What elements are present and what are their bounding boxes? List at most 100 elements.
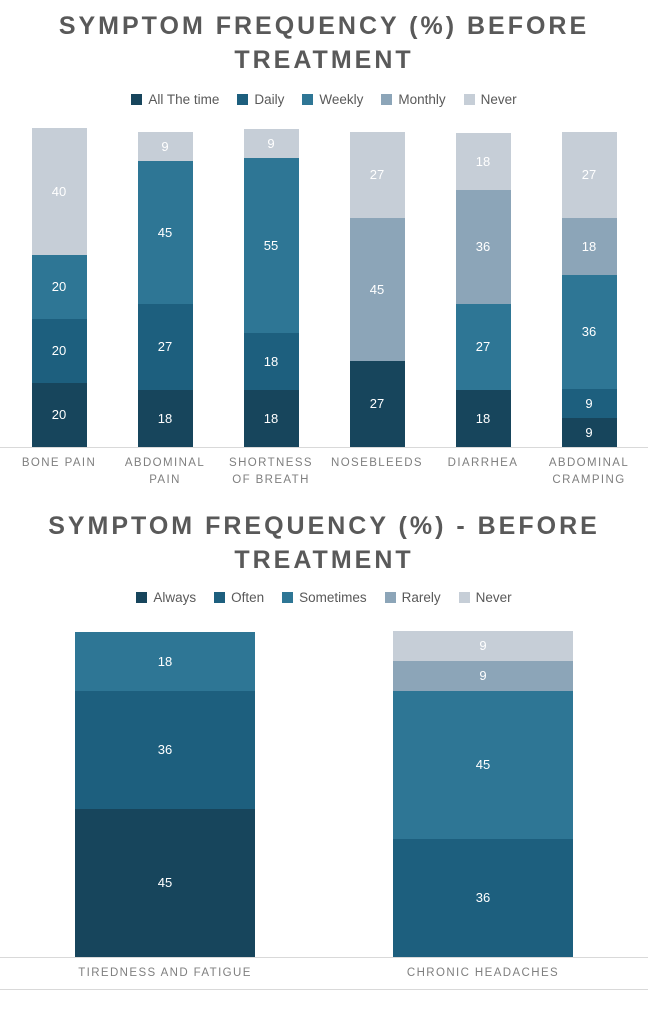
data-label: 9 (267, 135, 275, 151)
stacked-bar: 20 20 20 40 (31, 127, 87, 447)
legend-item: Monthly (381, 91, 446, 107)
legend-swatch-icon (131, 93, 143, 105)
stacked-bar: 18 18 55 9 (243, 128, 299, 447)
bar-column: 18 27 45 9 (112, 129, 218, 447)
legend-item: Daily (237, 92, 284, 107)
chart-title: SYMPTOM FREQUENCY (%) BEFORE TREATMENT (58, 12, 590, 74)
data-label: 18 (263, 410, 279, 426)
data-label: 45 (157, 875, 173, 891)
legend-swatch-icon (384, 591, 396, 603)
data-label: 18 (581, 238, 597, 254)
bar-segment: 20 (31, 382, 87, 447)
bar-segment: 9 (561, 388, 617, 418)
x-axis-line (0, 446, 648, 448)
bar-column: 9 9 36 18 27 (536, 129, 642, 447)
stacked-bar: 18 27 45 9 (137, 131, 193, 447)
data-label: 20 (51, 407, 67, 422)
bar-segment: 20 (31, 254, 87, 319)
stacked-bar: 18 27 36 18 (455, 132, 511, 447)
legend-label: Never (480, 91, 517, 107)
bar-segment: 45 (393, 690, 573, 839)
bar-segment: 36 (75, 690, 255, 809)
legend-label: Sometimes (299, 589, 367, 605)
legend-item: Sometimes (282, 590, 367, 605)
bar-segment: 18 (243, 389, 299, 447)
data-label: 9 (479, 668, 487, 684)
legend-swatch-icon (214, 591, 226, 603)
legend-item: Always (136, 590, 196, 605)
bar-column: 18 18 55 9 (218, 128, 324, 447)
category-label: NOSEBLEEDS (331, 456, 423, 469)
bar-segment: 18 (455, 389, 511, 447)
legend-label: Rarely (401, 589, 441, 605)
data-label: 18 (157, 410, 173, 426)
category-label: BONE PAIN (21, 456, 97, 469)
plot-area: 45 36 18 36 45 9 9 (0, 629, 648, 957)
chart-symptom-frequency-before-treatment-2: SYMPTOM FREQUENCY (%) - BEFORE TREATMENT… (0, 510, 648, 991)
stacked-bar: 9 9 36 18 27 (561, 131, 617, 447)
category-label: SHORTNESS OF BREATH (229, 456, 313, 487)
bar-segment: 18 (243, 332, 299, 390)
legend-swatch-icon (463, 93, 475, 105)
chart-bottom-border (0, 989, 648, 991)
bar-segment: 9 (137, 131, 193, 161)
bar-segment: 36 (393, 838, 573, 957)
legend-swatch-icon (302, 93, 314, 105)
category-label: TIREDNESS AND FATIGUE (78, 966, 252, 979)
data-label: 18 (263, 353, 279, 369)
category-label: ABDOMINAL CRAMPING (548, 456, 630, 487)
legend-label: Always (153, 589, 197, 605)
data-label: 45 (157, 224, 173, 240)
data-label: 9 (585, 395, 593, 411)
bar-segment: 36 (561, 274, 617, 389)
data-label: 45 (475, 757, 491, 773)
legend-item: Never (458, 589, 512, 605)
x-axis-line (0, 956, 648, 958)
legend-label: Monthly (398, 91, 446, 107)
legend-label: Often (231, 589, 265, 605)
data-label: 20 (51, 279, 67, 294)
legend-item: Rarely (384, 589, 441, 605)
legend-label: Weekly (319, 91, 364, 107)
legend-label: Daily (254, 91, 285, 107)
category-axis: BONE PAIN ABDOMINAL PAIN SHORTNESS OF BREA… (0, 448, 648, 491)
data-label: 27 (475, 339, 491, 354)
data-label: 36 (157, 742, 173, 758)
legend-item: Often (214, 590, 264, 605)
bar-column: 27 45 27 (324, 129, 430, 447)
data-label: 27 (157, 339, 173, 354)
data-label: 36 (475, 239, 491, 254)
chart-title: SYMPTOM FREQUENCY (%) - BEFORE TREATMENT (48, 512, 600, 574)
category-label: CHRONIC HEADACHES (406, 966, 560, 979)
legend-swatch-icon (237, 93, 249, 105)
bar-segment: 9 (393, 660, 573, 691)
bar-segment: 18 (137, 389, 193, 447)
legend-swatch-icon (282, 591, 294, 603)
legend-item: Never (463, 91, 517, 107)
bar-segment: 9 (561, 417, 617, 447)
bar-segment: 27 (349, 131, 405, 218)
bar-segment: 45 (349, 217, 405, 361)
legend-item: Weekly (302, 92, 363, 107)
data-label: 27 (369, 396, 385, 411)
bar-column: 36 45 9 9 (324, 629, 642, 957)
data-label: 27 (581, 167, 597, 182)
bar-segment: 45 (75, 808, 255, 957)
data-label: 9 (585, 424, 593, 440)
data-label: 18 (475, 153, 491, 169)
bar-segment: 18 (75, 631, 255, 691)
bar-segment: 27 (137, 303, 193, 390)
category-axis: TIREDNESS AND FATIGUE CHRONIC HEADACHES (0, 958, 648, 983)
data-label: 9 (161, 138, 169, 154)
legend-label: Never (475, 589, 512, 605)
data-label: 40 (51, 183, 67, 199)
stacked-bar: 45 36 18 (75, 631, 255, 957)
data-label: 55 (263, 237, 279, 253)
data-label: 18 (157, 653, 173, 669)
bar-segment: 9 (243, 128, 299, 158)
legend-swatch-icon (381, 93, 393, 105)
bar-column: 18 27 36 18 (430, 129, 536, 447)
chart-legend: Always Often Sometimes Rarely Never (0, 590, 648, 605)
data-label: 36 (581, 324, 597, 339)
